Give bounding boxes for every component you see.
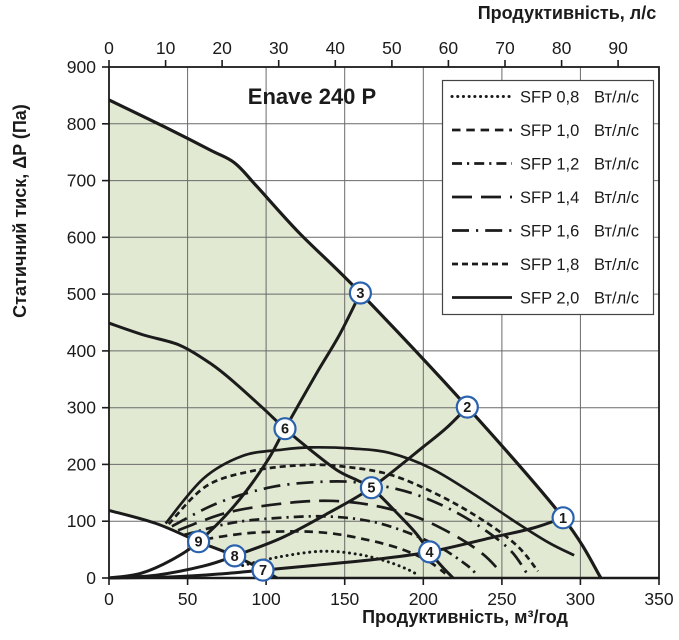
left-tick-label: 0 bbox=[86, 568, 96, 588]
sfp-curve-----2-0 bbox=[164, 446, 575, 557]
legend-unit: Вт/л/с bbox=[594, 89, 639, 107]
left-tick-label: 900 bbox=[67, 57, 96, 77]
system-curve-medium bbox=[108, 406, 469, 580]
operating-point-8: 8 bbox=[223, 544, 247, 568]
top-tick-label: 30 bbox=[269, 38, 289, 58]
top-tick-label: 40 bbox=[326, 38, 346, 58]
operating-area bbox=[109, 99, 601, 579]
legend-unit: Вт/л/с bbox=[594, 122, 639, 140]
legend-label: SFP 1,6 bbox=[520, 223, 579, 241]
sfp-curve-----1-0 bbox=[190, 530, 447, 575]
sfp-curve-----1-2 bbox=[184, 514, 478, 576]
curves bbox=[108, 98, 603, 580]
left-tick-label: 800 bbox=[67, 114, 96, 134]
operating-points: 1 2 3 4 5 6 7 8 9 bbox=[187, 281, 575, 582]
legend-label: SFP 1,0 bbox=[520, 122, 579, 140]
legend-item-----1-8: SFP 1,8 Вт/л/с bbox=[452, 256, 639, 274]
legend-unit: Вт/л/с bbox=[594, 256, 639, 274]
legend-unit: Вт/л/с bbox=[594, 189, 639, 207]
bottom-tick-label: 0 bbox=[104, 589, 114, 609]
legend-item-----1-0: SFP 1,0 Вт/л/с bbox=[452, 122, 639, 140]
legend-unit: Вт/л/с bbox=[594, 223, 639, 241]
operating-point-number: 3 bbox=[356, 286, 364, 302]
left-tick-label: 700 bbox=[67, 171, 96, 191]
top-tick-label: 90 bbox=[608, 38, 628, 58]
sfp-curve-----0-8 bbox=[241, 549, 421, 578]
operating-point-4: 4 bbox=[418, 540, 442, 564]
operating-point-number: 4 bbox=[426, 545, 434, 561]
operating-point-2: 2 bbox=[455, 395, 479, 419]
legend-item-----2-0: SFP 2,0 Вт/л/с bbox=[452, 290, 639, 308]
axis-ticks: 0 50 100 150 200 250 300 3500100200300400500600… bbox=[67, 38, 674, 609]
fan-curve-max bbox=[108, 98, 603, 579]
operating-point-circle bbox=[551, 506, 575, 530]
legend-label: SFP 1,4 bbox=[520, 189, 579, 207]
sfp-curve-----1-4 bbox=[177, 499, 503, 575]
bottom-tick-label: 150 bbox=[330, 589, 359, 609]
left-tick-label: 300 bbox=[67, 398, 96, 418]
legend-label: SFP 2,0 bbox=[520, 290, 579, 308]
legend-label: SFP 1,2 bbox=[520, 156, 579, 174]
operating-point-number: 9 bbox=[195, 535, 203, 551]
operating-area-fill bbox=[109, 99, 601, 579]
operating-point-circle bbox=[418, 540, 442, 564]
top-tick-label: 0 bbox=[104, 38, 114, 58]
operating-point-number: 1 bbox=[559, 511, 567, 527]
operating-point-6: 6 bbox=[273, 417, 297, 441]
operating-point-7: 7 bbox=[251, 558, 275, 582]
bottom-tick-label: 350 bbox=[644, 589, 673, 609]
legend-item-----0-8: SFP 0,8 Вт/л/с bbox=[450, 89, 639, 107]
operating-point-number: 7 bbox=[259, 563, 267, 579]
operating-point-number: 2 bbox=[463, 400, 471, 416]
legend-unit: Вт/л/с bbox=[594, 290, 639, 308]
top-tick-label: 20 bbox=[212, 38, 232, 58]
bottom-tick-label: 300 bbox=[566, 589, 595, 609]
chart-title: Enave 240 P bbox=[248, 84, 376, 109]
top-axis-label: Продуктивність, л/с bbox=[478, 3, 657, 23]
system-curve-shallow bbox=[108, 516, 564, 580]
legend-item-----1-6: SFP 1,6 Вт/л/с bbox=[452, 223, 639, 241]
top-tick-label: 70 bbox=[495, 38, 515, 58]
legend-item-----1-4: SFP 1,4 Вт/л/с bbox=[452, 189, 639, 207]
system-curve-steep bbox=[108, 292, 362, 580]
top-tick-label: 10 bbox=[156, 38, 176, 58]
operating-point-5: 5 bbox=[359, 476, 383, 500]
operating-point-circle bbox=[273, 417, 297, 441]
sfp-curve-----1-6 bbox=[171, 480, 529, 575]
bottom-tick-label: 100 bbox=[251, 589, 280, 609]
operating-point-3: 3 bbox=[348, 281, 372, 305]
operating-point-number: 6 bbox=[281, 422, 289, 438]
operating-point-circle bbox=[359, 476, 383, 500]
operating-point-9: 9 bbox=[187, 530, 211, 554]
operating-point-circle bbox=[251, 558, 275, 582]
top-tick-label: 50 bbox=[382, 38, 402, 58]
left-tick-label: 400 bbox=[67, 341, 96, 361]
operating-point-circle bbox=[223, 544, 247, 568]
left-tick-label: 600 bbox=[67, 227, 96, 247]
left-tick-label: 100 bbox=[67, 511, 96, 531]
operating-point-1: 1 bbox=[551, 506, 575, 530]
left-axis-label: Статичний тиск, ΔP (Па) bbox=[10, 104, 30, 318]
left-tick-label: 500 bbox=[67, 284, 96, 304]
operating-point-circle bbox=[187, 530, 211, 554]
bottom-axis-label: Продуктивність, м³/год bbox=[362, 607, 568, 627]
bottom-tick-label: 250 bbox=[487, 589, 516, 609]
legend-unit: Вт/л/с bbox=[594, 156, 639, 174]
bottom-tick-label: 200 bbox=[409, 589, 438, 609]
operating-point-circle bbox=[348, 281, 372, 305]
legend-label: SFP 0,8 bbox=[520, 89, 579, 107]
operating-point-number: 8 bbox=[231, 549, 239, 565]
legend-item-----1-2: SFP 1,2 Вт/л/с bbox=[452, 156, 639, 174]
bottom-tick-label: 50 bbox=[178, 589, 198, 609]
legend-label: SFP 1,8 bbox=[520, 256, 579, 274]
operating-point-circle bbox=[455, 395, 479, 419]
top-tick-label: 60 bbox=[439, 38, 459, 58]
operating-point-number: 5 bbox=[367, 481, 375, 497]
legend-box bbox=[441, 79, 655, 316]
top-tick-label: 80 bbox=[552, 38, 572, 58]
left-tick-label: 200 bbox=[67, 454, 96, 474]
